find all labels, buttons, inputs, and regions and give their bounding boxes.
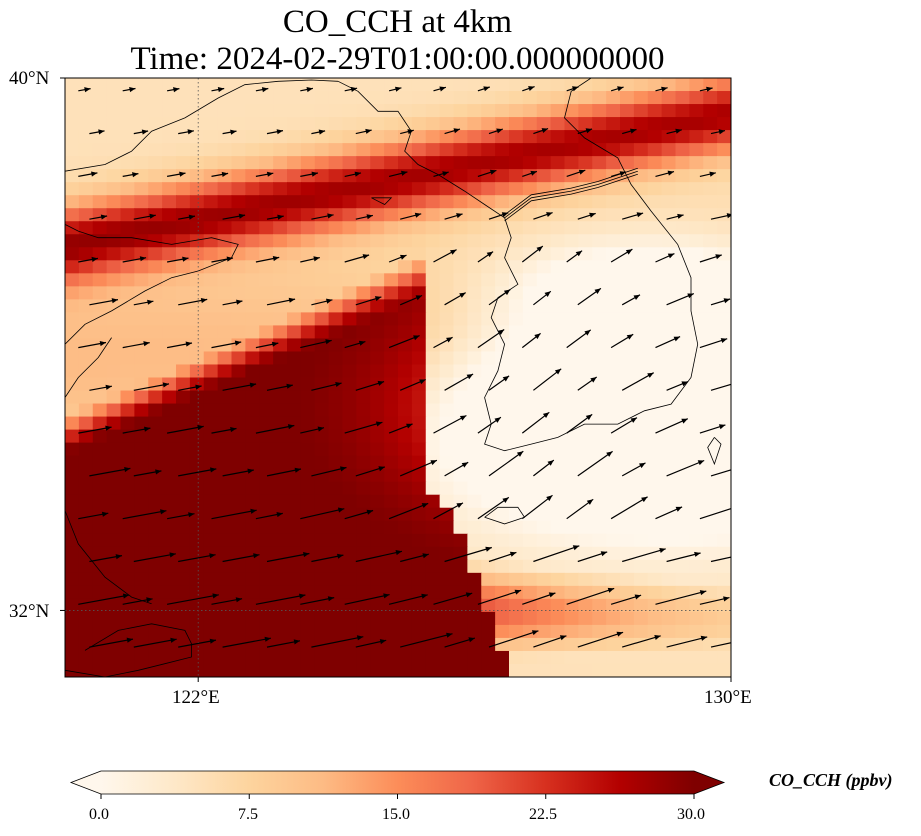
colorbar-tick-4: 30.0 <box>677 806 705 823</box>
colorbar-tick-1: 7.5 <box>238 806 258 823</box>
plot-area <box>65 78 731 677</box>
coastlines <box>65 78 722 677</box>
colorbar-label: CO_CCH (ppbv) <box>769 770 893 790</box>
colorbar-tick-2: 15.0 <box>382 806 410 823</box>
colorbar-tick-3: 22.5 <box>529 806 557 823</box>
lon-tick-122e: 122°E <box>172 687 220 708</box>
axis-tick-marks <box>60 77 732 682</box>
lat-tick-32n: 32°N <box>9 601 50 622</box>
lon-tick-130e: 130°E <box>704 687 752 708</box>
colorbar <box>69 770 726 799</box>
co-concentration-field <box>65 78 731 677</box>
plot-frame <box>64 77 732 678</box>
wind-vectors <box>78 86 731 648</box>
colorbar-tick-0: 0.0 <box>89 806 109 823</box>
map-title-line1: CO_CCH at 4km <box>282 4 513 40</box>
gridlines <box>65 78 731 677</box>
map-title-line2: Time: 2024-02-29T01:00:00.000000000 <box>130 41 665 77</box>
lat-tick-40n: 40°N <box>9 68 50 89</box>
